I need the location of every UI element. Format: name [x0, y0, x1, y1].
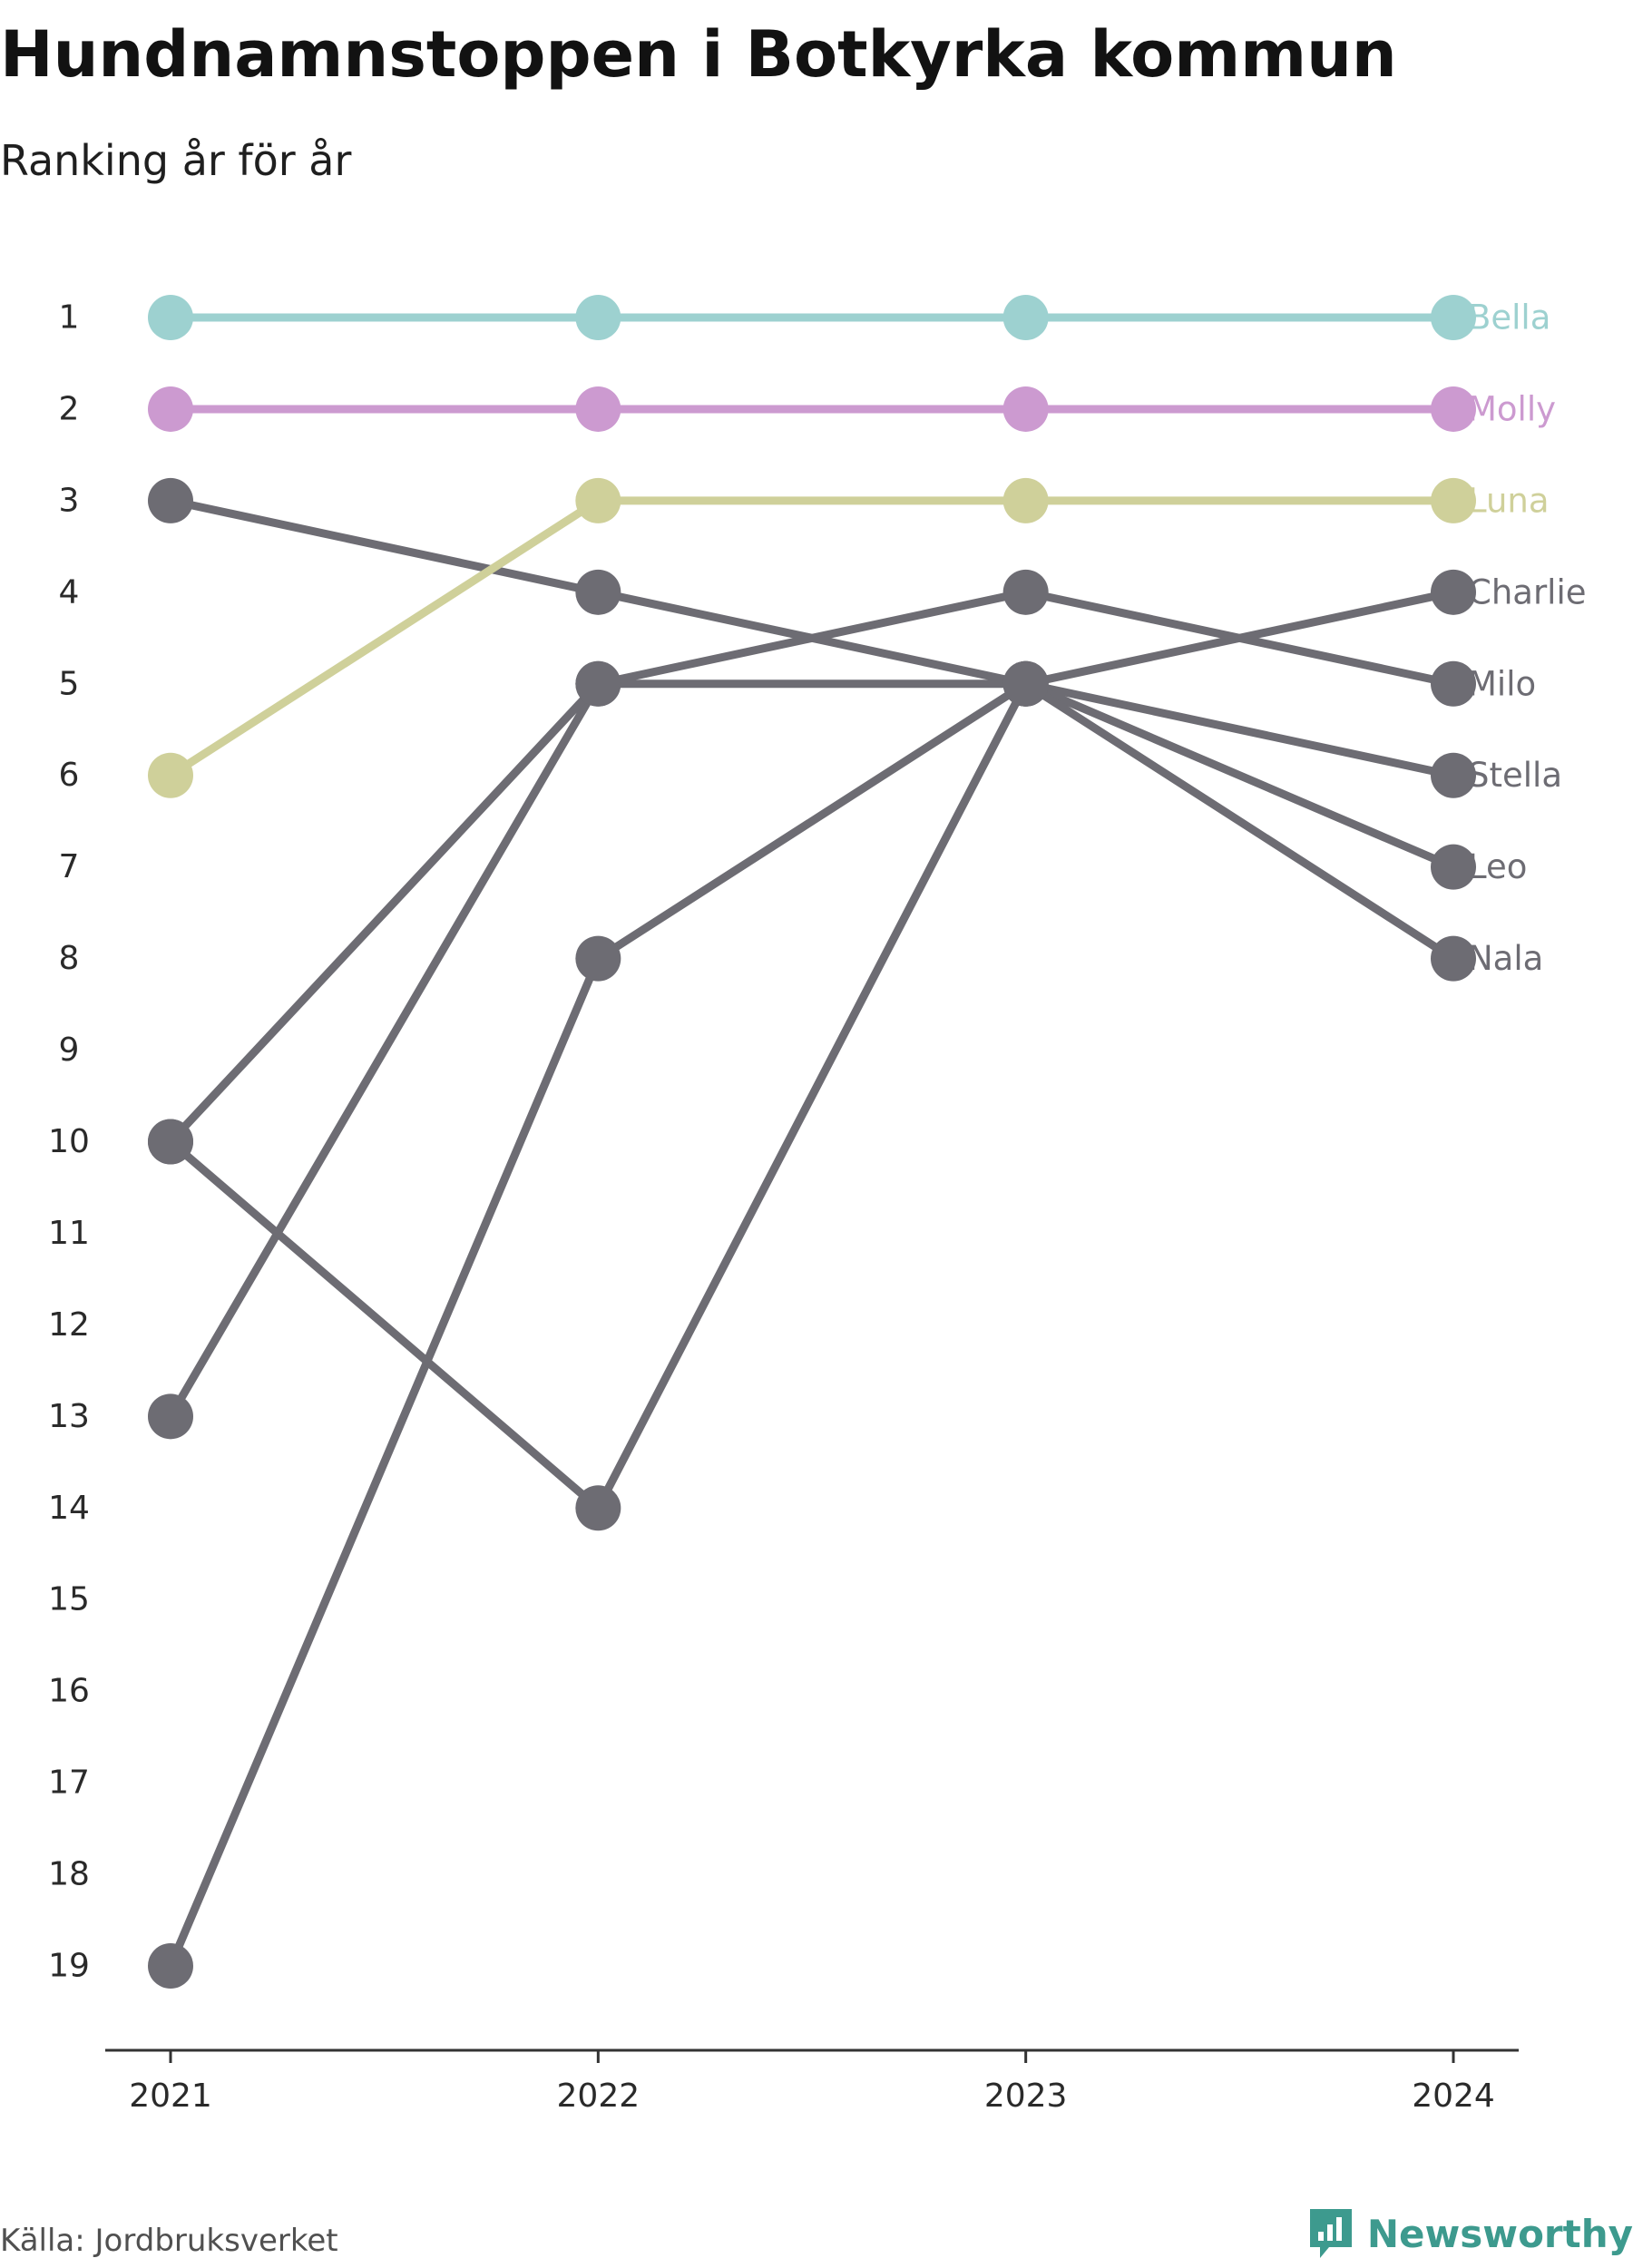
y-tick-label-4: 4: [59, 573, 80, 611]
y-tick-label-17: 17: [48, 1765, 90, 1802]
point-leo-2024: [1431, 844, 1476, 890]
point-luna-2022: [575, 477, 621, 523]
point-bella-2024: [1431, 295, 1476, 340]
series-label-milo: Milo: [1468, 664, 1536, 703]
x-tick-label-2021: 2021: [129, 2077, 212, 2115]
point-leo-2021: [148, 1943, 193, 1989]
x-tick-label-2024: 2024: [1412, 2077, 1495, 2115]
y-tick-label-18: 18: [48, 1856, 90, 1893]
series-points: [148, 295, 1476, 1989]
y-tick-label-1: 1: [59, 299, 80, 337]
x-tick-label-2023: 2023: [984, 2077, 1068, 2115]
series-line-nala: [166, 679, 1458, 1512]
series-label-bella: Bella: [1468, 298, 1550, 337]
point-bella-2021: [148, 295, 193, 340]
series-label-leo: Leo: [1468, 847, 1527, 886]
chart-subtitle: Ranking år för år: [0, 136, 352, 185]
point-nala-2021: [148, 1119, 193, 1165]
series-line-luna: [166, 496, 1458, 780]
series-line-stella: [166, 496, 1458, 780]
y-tick-label-19: 19: [48, 1948, 90, 1985]
y-tick-label-16: 16: [48, 1673, 90, 1710]
point-nala-2023: [1002, 660, 1049, 707]
point-molly-2022: [575, 386, 621, 432]
y-tick-label-10: 10: [48, 1123, 90, 1160]
bar-chart-speech-bubble-icon: [1309, 2209, 1352, 2258]
y-tick-label-6: 6: [59, 757, 80, 794]
y-tick-label-2: 2: [59, 390, 80, 427]
chart-title: Hundnamnstoppen i Botkyrka kommun: [0, 17, 1397, 92]
x-tick-label-2022: 2022: [557, 2077, 640, 2115]
point-luna-2021: [148, 752, 193, 798]
point-bella-2022: [575, 295, 621, 340]
point-molly-2021: [148, 386, 193, 432]
y-tick-label-8: 8: [59, 940, 80, 977]
series-lines: [166, 313, 1458, 1970]
series-label-luna: Luna: [1468, 481, 1550, 520]
y-tick-label-14: 14: [48, 1490, 90, 1527]
series-label-molly: Molly: [1468, 389, 1556, 428]
brand-name: Newsworthy: [1366, 2211, 1633, 2256]
point-charlie-2021: [148, 1393, 193, 1440]
series-label-nala: Nala: [1468, 939, 1543, 978]
point-bella-2023: [1002, 295, 1049, 340]
series-labels: Bella Molly Luna Charlie Milo Stella Leo Nala: [1468, 298, 1587, 979]
point-molly-2023: [1002, 386, 1049, 432]
series-line-leo: [166, 679, 1458, 1970]
x-axis: 2021 2022 2023 2024: [105, 2048, 1519, 2115]
point-luna-2023: [1002, 477, 1049, 523]
y-tick-label-5: 5: [59, 665, 80, 702]
y-tick-label-3: 3: [59, 482, 80, 519]
point-charlie-2024: [1431, 569, 1476, 615]
y-tick-label-12: 12: [48, 1306, 90, 1344]
series-label-charlie: Charlie: [1468, 572, 1587, 611]
source-note: Källa: Jordbruksverket: [0, 2223, 338, 2259]
y-tick-label-9: 9: [59, 1031, 80, 1069]
point-milo-2022: [575, 660, 621, 707]
point-leo-2022: [575, 935, 621, 982]
newsworthy-brand[interactable]: Newsworthy: [1307, 2206, 1633, 2261]
series-label-stella: Stella: [1468, 756, 1562, 795]
point-milo-2023: [1002, 569, 1049, 615]
point-nala-2024: [1431, 935, 1476, 982]
point-stella-2021: [148, 477, 193, 523]
point-luna-2024: [1431, 477, 1476, 523]
point-stella-2024: [1431, 752, 1476, 798]
y-tick-label-13: 13: [48, 1398, 90, 1435]
point-molly-2024: [1431, 386, 1476, 432]
point-stella-2022: [575, 569, 621, 615]
y-tick-label-15: 15: [48, 1581, 90, 1618]
series-line-milo: [166, 588, 1458, 1146]
y-tick-label-7: 7: [59, 848, 80, 885]
y-tick-label-11: 11: [48, 1215, 90, 1252]
point-milo-2024: [1431, 660, 1476, 707]
series-line-charlie: [166, 588, 1458, 1421]
point-nala-2022: [575, 1485, 621, 1531]
